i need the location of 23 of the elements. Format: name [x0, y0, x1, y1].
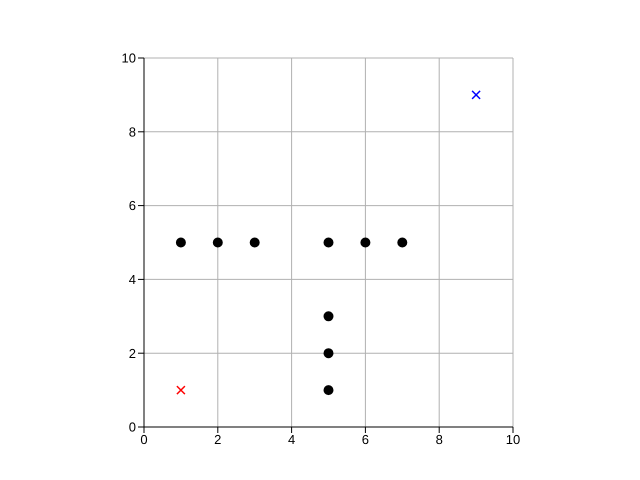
- point: [176, 238, 186, 248]
- x-tick-label: 8: [436, 432, 443, 448]
- point: [324, 311, 334, 322]
- point: [471, 90, 481, 100]
- point: [324, 238, 334, 248]
- y-tick-label: 2: [128, 346, 136, 361]
- y-tick-label: 0: [128, 420, 136, 435]
- y-tick-label: 8: [128, 124, 136, 140]
- point: [176, 385, 186, 395]
- y-tick-label: 4: [128, 272, 136, 288]
- point: [324, 385, 334, 396]
- point: [324, 348, 334, 358]
- x-tick-label: 4: [288, 432, 296, 448]
- x-tick-label: 0: [140, 432, 148, 448]
- x-tick-label: 10: [506, 432, 520, 448]
- y-tick-label: 6: [128, 198, 136, 214]
- point: [212, 238, 223, 248]
- point: [250, 238, 260, 248]
- point: [360, 238, 370, 248]
- y-tick-label: 10: [122, 50, 136, 66]
- x-tick-label: 6: [362, 432, 370, 448]
- x-tick-label: 2: [214, 432, 222, 448]
- point: [397, 238, 408, 248]
